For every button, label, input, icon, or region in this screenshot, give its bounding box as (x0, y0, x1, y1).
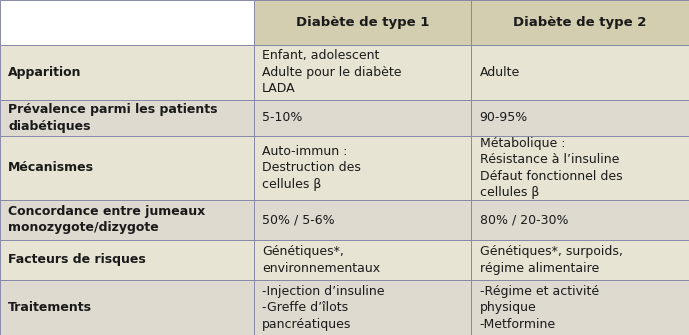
Text: Enfant, adolescent
Adulte pour le diabète
LADA: Enfant, adolescent Adulte pour le diabèt… (262, 50, 401, 95)
Bar (0, 200, 254, 240)
Text: 5-10%: 5-10% (262, 112, 302, 125)
Bar (471, 240, 689, 280)
Text: Mécanismes: Mécanismes (8, 161, 94, 175)
Text: -Injection d’insuline
-Greffe d’îlots
pancréatiques: -Injection d’insuline -Greffe d’îlots pa… (262, 285, 384, 331)
Bar (254, 200, 471, 240)
Text: Diabète de type 2: Diabète de type 2 (513, 16, 647, 29)
Text: Génétiques*,
environnementaux: Génétiques*, environnementaux (262, 245, 380, 275)
Bar (0, 0, 254, 45)
Text: Adulte: Adulte (480, 66, 520, 79)
Bar (254, 0, 471, 45)
Bar (254, 136, 471, 200)
Bar (0, 100, 254, 136)
Bar (0, 45, 254, 100)
Bar (471, 280, 689, 335)
Bar (254, 280, 471, 335)
Text: Métabolique :
Résistance à l’insuline
Défaut fonctionnel des
cellules β: Métabolique : Résistance à l’insuline Dé… (480, 137, 622, 199)
Bar (254, 100, 471, 136)
Bar (471, 0, 689, 45)
Bar (471, 136, 689, 200)
Text: -Régime et activité
physique
-Metformine: -Régime et activité physique -Metformine (480, 285, 599, 331)
Bar (0, 240, 254, 280)
Text: Diabète de type 1: Diabète de type 1 (296, 16, 429, 29)
Bar (0, 136, 254, 200)
Bar (254, 240, 471, 280)
Text: Facteurs de risques: Facteurs de risques (8, 254, 146, 266)
Text: Apparition: Apparition (8, 66, 82, 79)
Text: Traitements: Traitements (8, 301, 92, 314)
Text: Prévalence parmi les patients
diabétiques: Prévalence parmi les patients diabétique… (8, 103, 218, 133)
Text: 50% / 5-6%: 50% / 5-6% (262, 213, 334, 226)
Bar (471, 100, 689, 136)
Text: Concordance entre jumeaux
monozygote/dizygote: Concordance entre jumeaux monozygote/diz… (8, 205, 205, 234)
Bar (0, 280, 254, 335)
Text: Auto-immun :
Destruction des
cellules β: Auto-immun : Destruction des cellules β (262, 145, 361, 191)
Bar (471, 45, 689, 100)
Bar (254, 45, 471, 100)
Text: 90-95%: 90-95% (480, 112, 528, 125)
Bar (471, 200, 689, 240)
Text: 80% / 20-30%: 80% / 20-30% (480, 213, 568, 226)
Text: Génétiques*, surpoids,
régime alimentaire: Génétiques*, surpoids, régime alimentair… (480, 245, 622, 275)
